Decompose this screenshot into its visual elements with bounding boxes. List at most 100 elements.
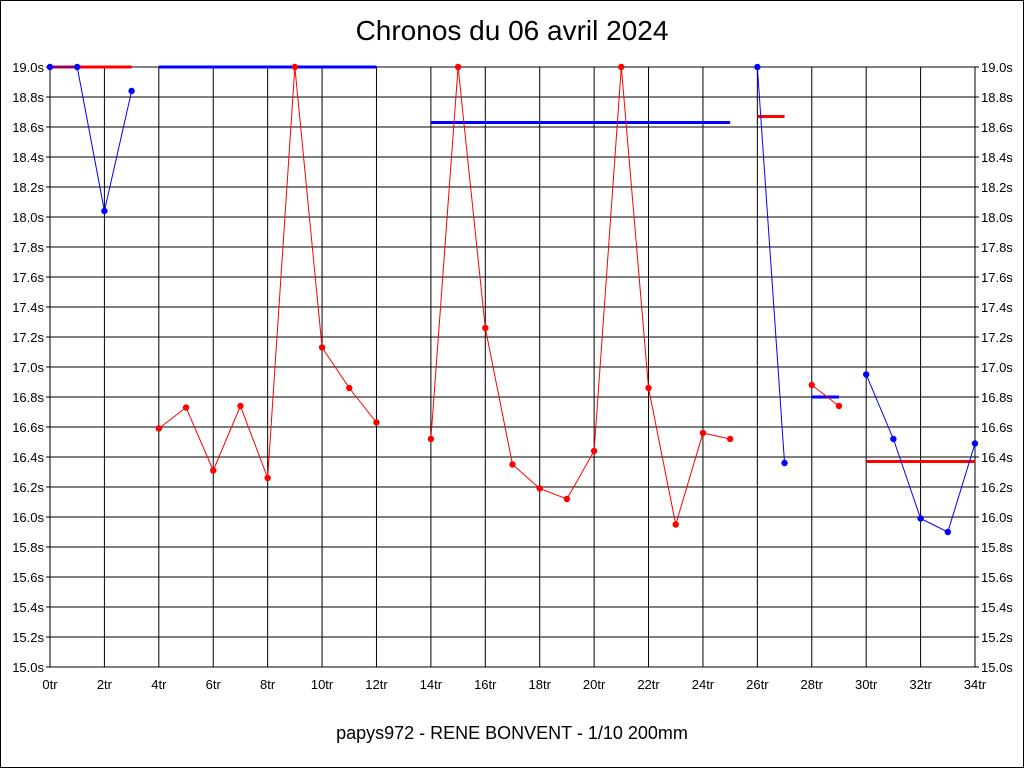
y-tick-label: 15.8s (12, 540, 44, 555)
data-point (590, 447, 598, 455)
y-tick-label-right: 18.2s (981, 180, 1013, 195)
y-tick-label: 16.4s (12, 450, 44, 465)
y-tick-label-right: 17.6s (981, 270, 1013, 285)
data-point (74, 63, 81, 71)
y-tick-label-right: 18.0s (981, 210, 1013, 225)
y-tick-label-right: 16.0s (981, 510, 1013, 525)
y-tick-label-right: 18.4s (981, 150, 1013, 165)
y-tick-label: 15.4s (12, 600, 44, 615)
data-point (645, 384, 652, 392)
x-tick-label: 6tr (206, 677, 222, 692)
series-line-4 (756, 66, 786, 464)
data-point (754, 63, 761, 71)
y-tick-label-right: 17.8s (981, 240, 1013, 255)
data-point (373, 419, 380, 426)
y-tick-label-right: 17.0s (981, 360, 1013, 375)
data-point (536, 485, 543, 492)
x-tick-label: 30tr (855, 677, 878, 692)
y-tick-label-right: 15.8s (981, 540, 1013, 555)
y-tick-label: 17.8s (12, 240, 44, 255)
data-point (944, 528, 951, 536)
x-tick-label: 26tr (746, 677, 769, 692)
data-point (210, 467, 217, 474)
y-tick-label: 18.0s (12, 210, 44, 225)
y-tick-label: 16.8s (12, 390, 44, 405)
data-point (618, 63, 625, 71)
y-tick-label-right: 18.8s (981, 90, 1013, 105)
data-point (509, 461, 516, 468)
data-point (427, 435, 435, 443)
data-point (563, 495, 571, 503)
series-line-1 (50, 66, 133, 212)
data-point (454, 63, 462, 71)
data-point (291, 63, 299, 71)
chart-subtitle: papys972 - RENE BONVENT - 1/10 200mm (336, 723, 688, 743)
x-tick-label: 8tr (260, 677, 276, 692)
x-tick-label: 10tr (311, 677, 334, 692)
data-point (182, 404, 190, 411)
x-tick-label: 32tr (909, 677, 932, 692)
series-line-3 (430, 66, 731, 525)
data-point (808, 381, 815, 389)
x-tick-label: 12tr (365, 677, 388, 692)
data-point (917, 515, 924, 522)
y-tick-label-right: 15.6s (981, 570, 1013, 585)
series-line-5 (811, 384, 840, 407)
y-tick-label-right: 15.0s (981, 660, 1013, 675)
y-tick-label: 15.6s (12, 570, 44, 585)
y-tick-label: 18.4s (12, 150, 44, 165)
data-point (726, 435, 734, 443)
y-tick-label: 19.0s (12, 60, 44, 75)
data-point (318, 344, 326, 351)
y-tick-label: 15.0s (12, 660, 44, 675)
y-tick-label-right: 17.4s (981, 300, 1013, 315)
x-tick-label: 14tr (420, 677, 443, 692)
x-tick-label: 0tr (42, 677, 58, 692)
y-tick-label: 17.4s (12, 300, 44, 315)
data-point (346, 384, 353, 392)
y-tick-label: 18.2s (12, 180, 44, 195)
y-tick-label: 16.2s (12, 480, 44, 495)
data-point (971, 440, 979, 447)
x-tick-label: 20tr (583, 677, 606, 692)
data-point (264, 474, 271, 482)
x-tick-label: 2tr (97, 677, 113, 692)
chart-title: Chronos du 06 avril 2024 (355, 15, 669, 46)
data-point (890, 435, 897, 443)
y-tick-label: 17.0s (12, 360, 44, 375)
x-tick-label: 18tr (529, 677, 552, 692)
y-tick-label-right: 16.2s (981, 480, 1013, 495)
data-point (699, 429, 707, 437)
y-tick-label-right: 17.2s (981, 330, 1013, 345)
y-tick-label-right: 15.4s (981, 600, 1013, 615)
data-point (835, 402, 843, 410)
y-tick-label: 17.6s (12, 270, 44, 285)
data-point (862, 371, 870, 378)
data-point (482, 324, 489, 332)
x-tick-label: 4tr (151, 677, 167, 692)
y-tick-label-right: 15.2s (981, 630, 1013, 645)
x-tick-label: 22tr (637, 677, 660, 692)
y-tick-label: 18.8s (12, 90, 44, 105)
y-tick-label-right: 19.0s (981, 60, 1013, 75)
data-point (46, 63, 54, 71)
y-tick-label-right: 16.6s (981, 420, 1013, 435)
x-tick-label: 28tr (801, 677, 824, 692)
y-tick-label: 16.6s (12, 420, 44, 435)
x-tick-label: 16tr (474, 677, 497, 692)
y-tick-label-right: 18.6s (981, 120, 1013, 135)
data-point (781, 459, 788, 467)
data-point (672, 521, 679, 528)
y-tick-label: 15.2s (12, 630, 44, 645)
y-tick-label-right: 16.8s (981, 390, 1013, 405)
x-tick-label: 24tr (692, 677, 715, 692)
x-tick-label: 34tr (964, 677, 987, 692)
y-tick-label: 16.0s (12, 510, 44, 525)
data-point (155, 425, 163, 432)
data-point (101, 207, 108, 215)
data-point (128, 87, 135, 95)
y-tick-label: 17.2s (12, 330, 44, 345)
data-point (237, 402, 244, 410)
